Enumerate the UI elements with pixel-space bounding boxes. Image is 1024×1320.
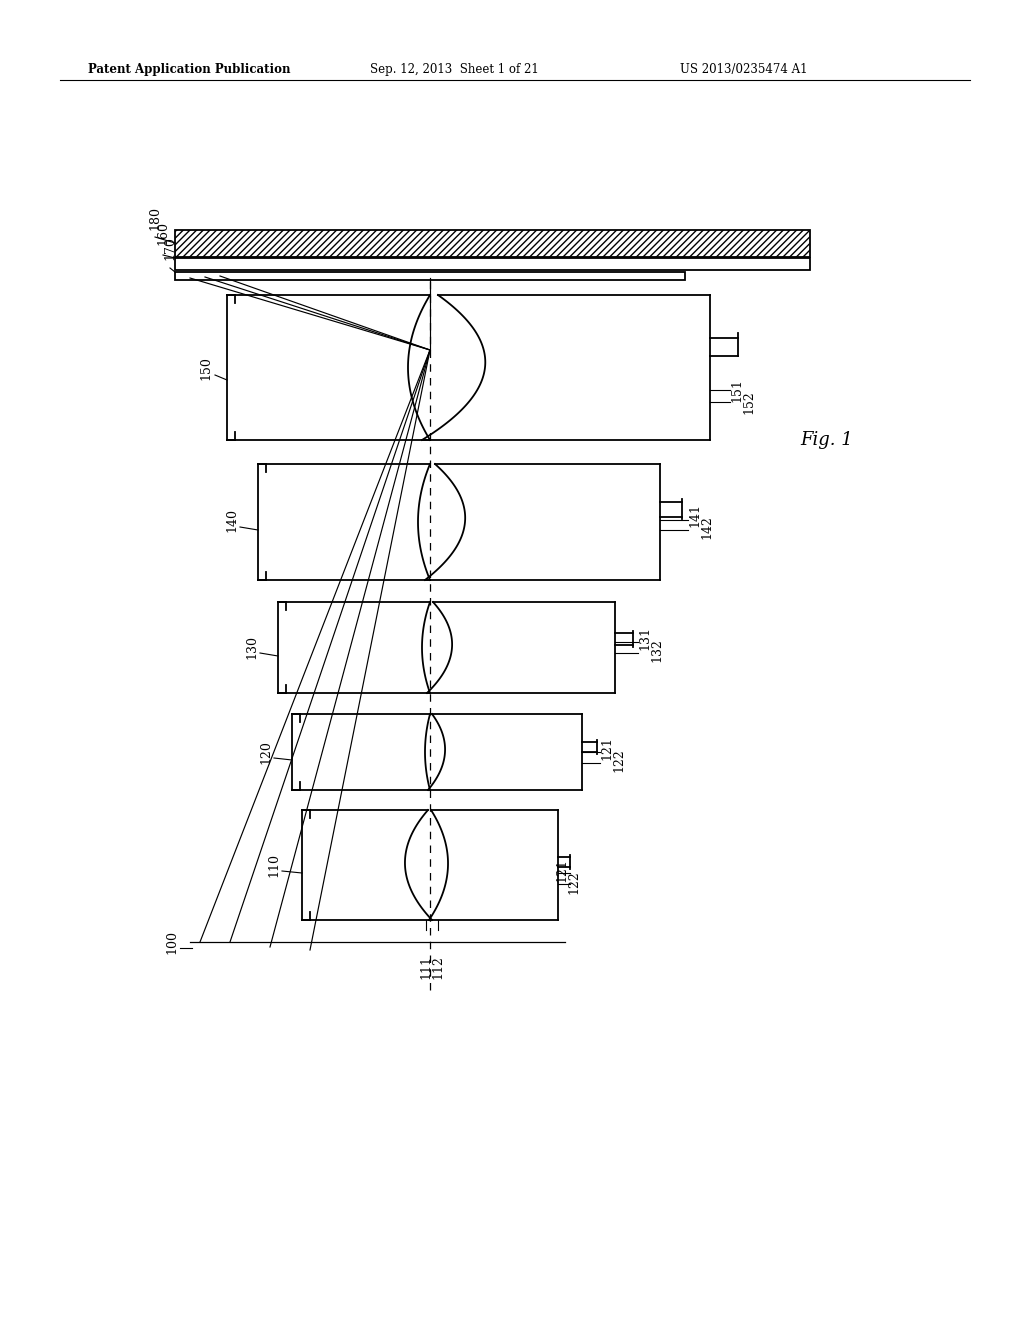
Text: 100: 100 — [165, 931, 178, 954]
Text: 110: 110 — [267, 853, 280, 876]
Text: 142: 142 — [700, 515, 713, 539]
Text: 160: 160 — [157, 220, 170, 246]
Bar — [175, 230, 810, 257]
Text: 131: 131 — [638, 626, 651, 649]
Text: 132: 132 — [650, 638, 663, 661]
Text: Sep. 12, 2013  Sheet 1 of 21: Sep. 12, 2013 Sheet 1 of 21 — [370, 63, 539, 77]
Text: Fig. 1: Fig. 1 — [800, 432, 853, 449]
Text: 151: 151 — [730, 378, 743, 401]
Text: 112: 112 — [431, 954, 444, 979]
Text: 111: 111 — [420, 954, 432, 979]
Text: US 2013/0235474 A1: US 2013/0235474 A1 — [680, 63, 808, 77]
Text: 121: 121 — [555, 858, 568, 882]
Bar — [175, 257, 810, 271]
Text: 152: 152 — [742, 391, 755, 414]
Text: 122: 122 — [612, 748, 625, 772]
Text: 140: 140 — [225, 508, 238, 532]
Text: 120: 120 — [259, 741, 272, 764]
Bar — [175, 230, 810, 257]
Text: 180: 180 — [148, 206, 162, 230]
Text: 130: 130 — [245, 635, 258, 659]
Bar — [175, 272, 685, 280]
Text: 150: 150 — [199, 356, 212, 380]
Text: 170: 170 — [164, 236, 176, 260]
Text: Patent Application Publication: Patent Application Publication — [88, 63, 291, 77]
Text: 122: 122 — [567, 870, 580, 894]
Text: 121: 121 — [600, 737, 613, 760]
Text: 141: 141 — [688, 503, 701, 527]
